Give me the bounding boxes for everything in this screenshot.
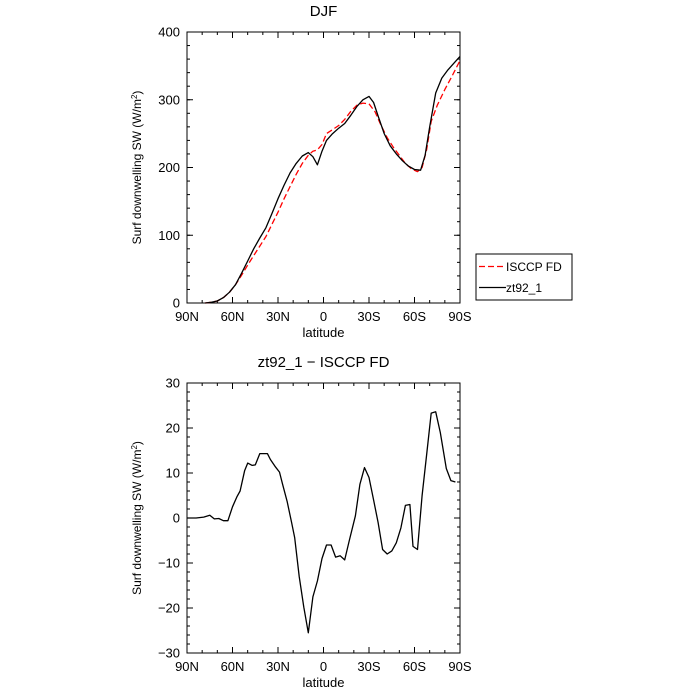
y-axis-label: Surf downwelling SW (W/m2): [130, 441, 145, 595]
x-tick-label: 60S: [403, 659, 426, 674]
y-axis-label: Surf downwelling SW (W/m2): [130, 91, 145, 245]
x-tick-label: 30N: [266, 309, 290, 324]
chart-title: DJF: [310, 3, 338, 20]
top-panel: 90N 60N 30N 0 30S 60S 90S 0 100 200 300 400 DJF latit…: [130, 3, 573, 340]
y-tick-label: 30: [166, 376, 180, 391]
x-axis-label: latitude: [303, 675, 345, 690]
x-tick-label: 0: [320, 309, 327, 324]
y-tick-label: 200: [158, 160, 180, 175]
series-line-zt92-1: [205, 55, 461, 304]
x-tick-label: 60N: [221, 659, 245, 674]
x-tick-label: 90S: [448, 309, 471, 324]
plot-frame: [186, 31, 461, 304]
y-tick-label: −20: [158, 601, 180, 616]
x-tick-label: 90S: [448, 659, 471, 674]
y-tick-label: 0: [173, 511, 180, 526]
series-line-isccp-fd: [205, 60, 461, 304]
x-tick-label: 30N: [266, 659, 290, 674]
series-line-series-1: [187, 411, 456, 634]
plot-frame: [186, 382, 461, 654]
x-tick-label: 90N: [175, 659, 199, 674]
legend-box: [475, 253, 573, 301]
x-tick-label: 90N: [175, 309, 199, 324]
y-tick-label: 20: [166, 421, 180, 436]
x-tick-label: 30S: [357, 309, 380, 324]
y-tick-label: 0: [173, 296, 180, 311]
legend-entry-label: zt92_1: [506, 281, 542, 295]
x-tick-label: 60S: [403, 309, 426, 324]
y-tick-label: 400: [158, 25, 180, 40]
bottom-panel: 90N 60N 30N 0 30S 60S 90S −30 −20 −10 0 10 20 30 zt92_…: [130, 354, 472, 690]
chart-title: zt92_1 − ISCCP FD: [258, 354, 390, 371]
legend-entry-label: ISCCP FD: [506, 260, 562, 274]
x-tick-label: 30S: [357, 659, 380, 674]
y-tick-label: −30: [158, 646, 180, 661]
y-tick-label: 100: [158, 228, 180, 243]
x-axis-label: latitude: [303, 325, 345, 340]
y-tick-label: 300: [158, 92, 180, 107]
x-tick-label: 60N: [221, 309, 245, 324]
y-tick-label: 10: [166, 466, 180, 481]
x-tick-label: 0: [320, 659, 327, 674]
y-tick-label: −10: [158, 556, 180, 571]
